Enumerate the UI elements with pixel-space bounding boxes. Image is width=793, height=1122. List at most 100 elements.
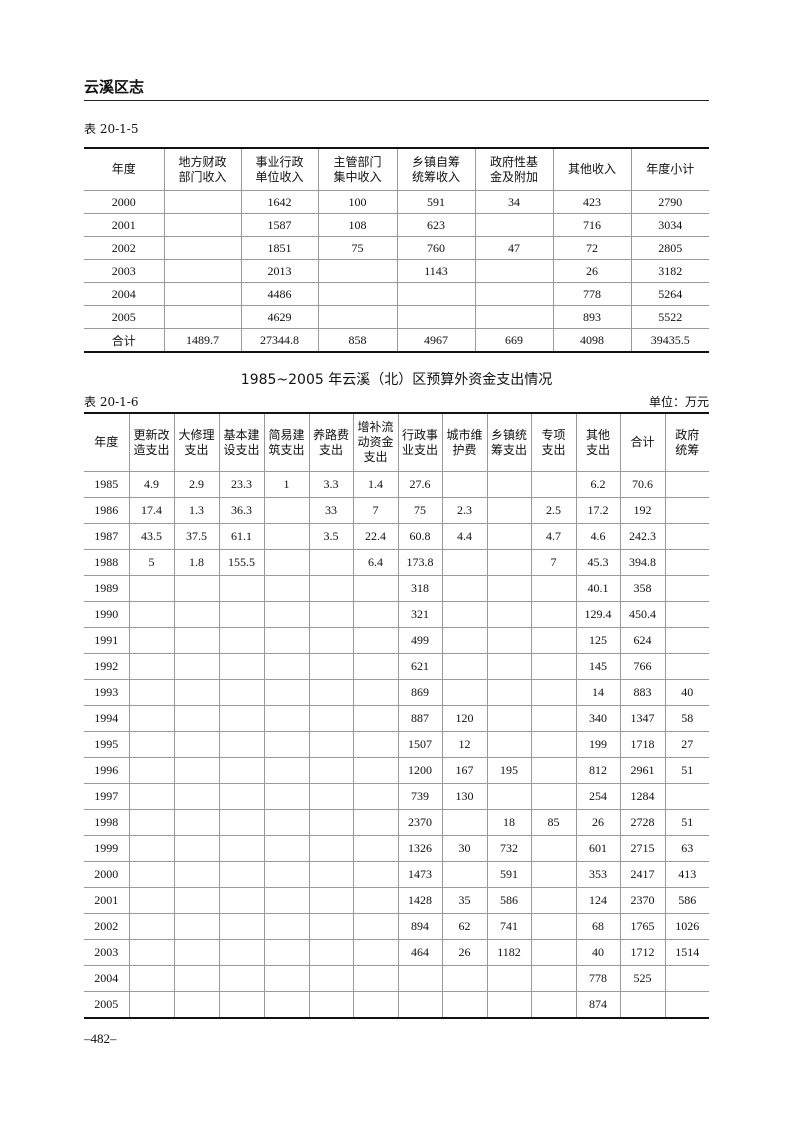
table-cell: 1989 [84,575,129,602]
table-cell [308,627,353,654]
table-cell [352,913,398,940]
table-cell: 1985 [84,471,129,498]
table-cell [352,757,398,784]
table-cell [218,731,264,758]
table-cell: 1987 [84,523,129,550]
table-cell [486,705,531,732]
table-cell: 5264 [630,282,709,306]
table-row: 2002 894 62 741 68 1765 1026 [84,913,709,940]
table-cell [173,991,219,1019]
table-cell [530,913,576,940]
table-row: 2001 1428 35 586 124 2370 586 [84,887,709,914]
table-cell [486,783,531,810]
table-cell: 23.3 [218,471,264,498]
table-cell: 2417 [619,861,665,888]
table-cell: 353 [575,861,620,888]
table-cell [263,653,309,680]
table-cell: 27 [664,731,709,758]
table-cell [263,731,309,758]
table-cell [486,471,531,498]
table-cell: 3.5 [308,523,353,550]
table-cell: 4.7 [530,523,576,550]
table-20-1-5: 年度 地方财政 部门收入 事业行政 单位收入 主管部门 集中收入 乡镇自筹 统筹收入 政府… [84,147,709,353]
table-row: 1987 43.5 37.5 61.1 3.5 22.4 60.8 4.4 4.7 4.6 242.… [84,523,709,550]
table-cell [263,497,309,524]
table-row: 1994 887 120 340 1347 58 [84,705,709,732]
table-row: 2004 778 525 [84,965,709,992]
table-cell [619,991,665,1019]
table-cell: 1998 [84,809,129,836]
table-cell [128,887,174,914]
table-cell: 17.4 [128,497,174,524]
table-cell [664,575,709,602]
table-cell [173,939,219,966]
table-cell [163,213,241,237]
table-cell [441,549,487,576]
table-cell [128,861,174,888]
table-row: 1988 5 1.8 155.5 6.4 173.8 7 45.3 394.8 [84,549,709,576]
table-cell: 874 [575,991,620,1019]
table-cell: 732 [486,835,531,862]
table-cell [486,523,531,550]
table-cell [664,601,709,628]
table-cell [308,887,353,914]
table-row: 2005 874 [84,991,709,1019]
table-cell [308,965,353,992]
table-cell [486,497,531,524]
table-cell: 1200 [397,757,442,784]
table-cell: 2370 [619,887,665,914]
table-cell [317,259,397,283]
table-row: 2001 1587 108 623 716 3034 [84,213,709,237]
table-cell: 1428 [397,887,442,914]
table-cell [441,991,487,1019]
table-cell [352,679,398,706]
table-cell: 12 [441,731,487,758]
table-cell: 358 [619,575,665,602]
table-row: 1989 318 40.1 358 [84,575,709,602]
column-header: 年度小计 [630,148,709,191]
table-cell: 1489.7 [163,328,241,353]
table-cell [218,835,264,862]
table-cell: 1990 [84,601,129,628]
table-cell: 43.5 [128,523,174,550]
table-cell: 100 [317,190,397,214]
table-cell: 75 [317,236,397,260]
table-cell [486,679,531,706]
table-cell [474,305,553,329]
table-cell: 1765 [619,913,665,940]
table-cell [441,861,487,888]
table-cell: 6.4 [352,549,398,576]
table-cell: 4967 [396,328,475,353]
table-cell: 2001 [84,213,164,237]
table-cell [530,783,576,810]
table-cell [173,731,219,758]
table-cell: 1182 [486,939,531,966]
column-header: 简易建 筑支出 [263,413,309,472]
table-cell [664,523,709,550]
table-cell [308,991,353,1019]
table-cell [441,809,487,836]
table-cell: 199 [575,731,620,758]
table-cell [441,471,487,498]
table-cell: 130 [441,783,487,810]
column-header: 增补流 动资金 支出 [352,413,398,472]
table-cell [308,835,353,862]
table-cell [263,835,309,862]
table-cell: 2961 [619,757,665,784]
table-cell: 778 [575,965,620,992]
table-cell [173,887,219,914]
table-cell [352,939,398,966]
table-cell [128,601,174,628]
table-cell: 合计 [84,328,164,353]
table-cell [308,757,353,784]
table-cell: 1347 [619,705,665,732]
table-cell: 766 [619,653,665,680]
table-cell: 499 [397,627,442,654]
table-cell: 394.8 [619,549,665,576]
table-cell [486,601,531,628]
table-cell: 242.3 [619,523,665,550]
table-cell [173,575,219,602]
table-cell: 413 [664,861,709,888]
table-cell: 47 [474,236,553,260]
table-cell: 2728 [619,809,665,836]
